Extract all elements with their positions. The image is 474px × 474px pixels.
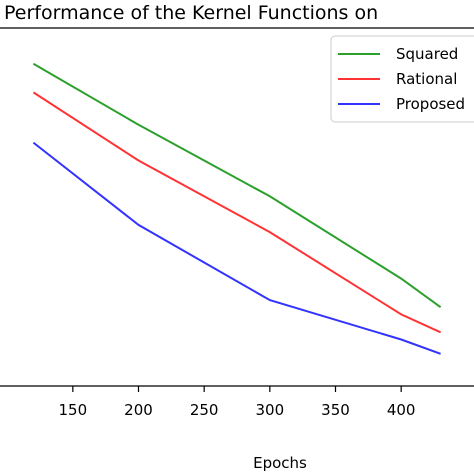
x-ticks: 150 200 250 300 350 400 [59,386,416,419]
legend-box [330,35,474,123]
x-axis-label: Epochs [253,454,307,472]
x-tick-label-0: 150 [59,401,88,419]
series-line-1 [32,91,442,334]
legend-label-0: Squared [396,45,458,63]
x-tick-label-2: 250 [190,401,219,419]
chart-title: Performance of the Kernel Functions on [4,2,378,24]
x-tick-label-3: 300 [256,401,285,419]
x-tick-label-5: 400 [387,401,416,419]
legend-label-2: Proposed [396,95,465,113]
x-tick-label-1: 200 [124,401,153,419]
series-lines [32,62,442,355]
legend-label-1: Rational [396,70,457,88]
x-tick-label-4: 350 [321,401,350,419]
legend: Squared Rational Proposed [330,35,474,123]
series-line-2 [32,141,441,355]
series-line-0 [32,62,442,309]
